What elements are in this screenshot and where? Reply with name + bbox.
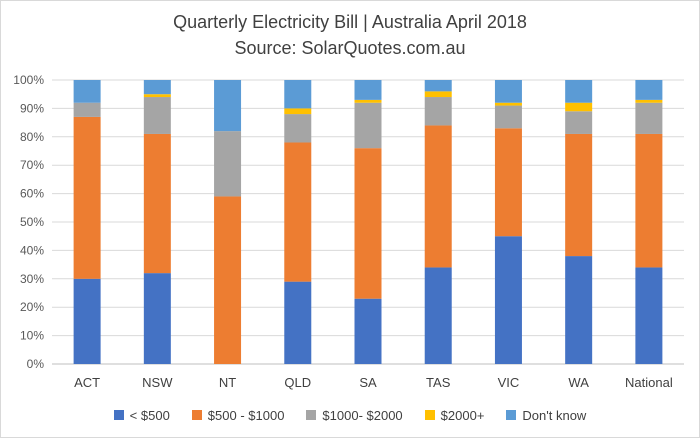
bar-segment xyxy=(635,99,663,103)
x-tick-label: SA xyxy=(359,375,377,390)
legend-label: $500 - $1000 xyxy=(207,407,285,423)
legend-label: < $500 xyxy=(129,407,170,423)
x-tick-label: ACT xyxy=(74,375,100,390)
bar-segment xyxy=(635,133,663,268)
legend-label: Don't know xyxy=(522,407,587,423)
x-tick-label: VIC xyxy=(498,375,520,390)
bar-segment xyxy=(143,97,171,134)
y-tick-label: 80% xyxy=(20,130,44,144)
x-tick-label: WA xyxy=(568,375,589,390)
y-tick-label: 40% xyxy=(20,243,44,257)
bar-segment xyxy=(73,116,101,279)
bar-segment xyxy=(424,91,452,98)
y-tick-label: 70% xyxy=(20,158,44,172)
bar-segment xyxy=(354,99,382,103)
bar-segment xyxy=(284,142,312,282)
y-tick-label: 30% xyxy=(20,272,44,286)
bar-segment xyxy=(214,131,242,197)
bar-segment xyxy=(635,267,663,364)
y-tick-label: 90% xyxy=(20,101,44,115)
y-tick-label: 0% xyxy=(27,357,45,371)
bar-segment xyxy=(424,125,452,268)
x-tick-label: NT xyxy=(219,375,236,390)
legend-item: Don't know xyxy=(506,408,586,423)
y-tick-label: 100% xyxy=(13,73,44,87)
legend-swatch xyxy=(506,410,517,420)
bar-segment xyxy=(565,111,593,134)
legend-label: $1000- $2000 xyxy=(322,407,403,423)
bar-segment xyxy=(143,80,171,95)
bar-segment xyxy=(494,236,522,364)
bar-segment xyxy=(565,80,593,103)
chart-legend: < $500 $500 - $1000 $1000- $2000 $2000+ Don'… xyxy=(0,404,700,426)
bar-segment xyxy=(494,80,522,103)
legend-item: $1000- $2000 xyxy=(306,407,403,423)
bar-segment xyxy=(494,128,522,237)
x-tick-label: National xyxy=(625,375,673,390)
bar-segment xyxy=(635,102,663,134)
y-tick-label: 10% xyxy=(20,329,44,343)
bar-segment xyxy=(143,273,171,364)
bar-segment xyxy=(565,256,593,364)
bar-segment xyxy=(354,298,382,364)
bar-segment xyxy=(565,133,593,257)
bar-segment xyxy=(284,108,312,115)
bar-segment xyxy=(424,267,452,364)
bar-segment xyxy=(284,114,312,143)
bar-segment xyxy=(284,80,312,109)
legend-swatch xyxy=(424,410,435,420)
legend-label: $2000+ xyxy=(440,407,485,423)
chart-title: Quarterly Electricity Bill | Australia A… xyxy=(173,12,527,32)
bar-segment xyxy=(354,102,382,149)
bar-segment xyxy=(494,105,522,129)
legend-item: $2000+ xyxy=(424,407,485,423)
bar-segment xyxy=(143,94,171,98)
legend-swatch xyxy=(306,410,317,420)
bar-segment xyxy=(635,80,663,100)
chart-subtitle: Source: SolarQuotes.com.au xyxy=(234,38,466,58)
legend-swatch xyxy=(191,410,202,420)
y-tick-label: 60% xyxy=(20,187,44,201)
bar-segment xyxy=(494,102,522,106)
bar-segment xyxy=(284,281,312,364)
y-tick-label: 50% xyxy=(20,215,44,229)
bar-segment xyxy=(565,102,593,112)
bar-segment xyxy=(214,80,242,132)
bar-segment xyxy=(73,102,101,117)
bar-segment xyxy=(424,97,452,126)
bar-segment xyxy=(73,278,101,364)
legend-item: $500 - $1000 xyxy=(191,407,285,423)
y-tick-label: 20% xyxy=(20,300,44,314)
bar-segment xyxy=(73,80,101,103)
bar-segment xyxy=(424,80,452,92)
bar-segment xyxy=(143,133,171,274)
bar-segment xyxy=(354,80,382,100)
x-tick-label: TAS xyxy=(426,375,451,390)
bar-segment xyxy=(354,148,382,299)
x-tick-label: NSW xyxy=(142,375,173,390)
bar-segment xyxy=(214,196,242,364)
x-tick-label: QLD xyxy=(284,375,311,390)
legend-item: < $500 xyxy=(113,407,170,423)
legend-swatch xyxy=(113,410,124,420)
